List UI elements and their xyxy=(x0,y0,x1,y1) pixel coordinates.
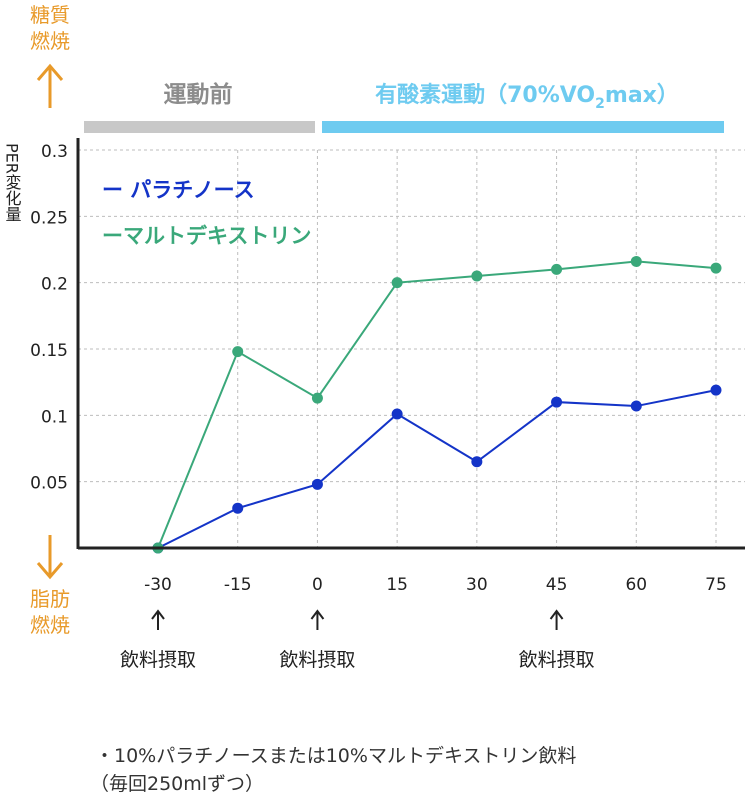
data-point xyxy=(391,277,403,289)
footnote-line-1: ・10%パラチノースまたは10%マルトデキストリン飲料 xyxy=(95,745,577,767)
intake-marker: 飲料摂取 xyxy=(279,609,355,671)
x-tick-label: 75 xyxy=(705,575,727,595)
data-point xyxy=(710,384,722,396)
data-point xyxy=(471,456,483,468)
y-tick-label: 0.25 xyxy=(30,208,68,228)
up-arrow-icon xyxy=(36,63,64,108)
axes xyxy=(76,138,745,550)
intake-arrow-head xyxy=(549,609,564,620)
data-point xyxy=(710,262,722,274)
y-tick-label: 0.15 xyxy=(30,341,68,361)
intake-marker: 飲料摂取 xyxy=(120,609,196,671)
intake-label: 飲料摂取 xyxy=(519,649,595,671)
pre-exercise-label: 運動前 xyxy=(164,81,233,108)
y-tick-label: 0.05 xyxy=(30,474,68,494)
x-tick-labels: -30 -15 0 15 30 45 60 75 xyxy=(144,575,727,595)
intake-label: 飲料摂取 xyxy=(120,649,196,671)
fat-burn-label-line2: 燃焼 xyxy=(30,613,70,637)
intake-markers: 飲料摂取 飲料摂取 飲料摂取 xyxy=(120,609,595,671)
legend-item-maltodextrin: ーマルトデキストリン xyxy=(102,224,311,248)
x-tick-label: 60 xyxy=(625,575,647,595)
y-tick-label: 0.1 xyxy=(41,407,68,427)
series-lines xyxy=(157,260,717,549)
x-tick-label: 30 xyxy=(466,575,488,595)
data-point xyxy=(311,392,323,404)
y-tick-label: 0.2 xyxy=(41,275,68,295)
intake-label: 飲料摂取 xyxy=(279,649,355,671)
data-point xyxy=(630,400,642,412)
y-tick-label: 0.3 xyxy=(41,142,68,162)
data-point xyxy=(471,270,483,282)
data-point xyxy=(551,263,563,275)
legend-item-palatinose: ー パラチノース xyxy=(102,178,255,202)
carb-burn-label-line2: 燃焼 xyxy=(30,29,70,53)
x-tick-label: 15 xyxy=(386,575,408,595)
y-tick-labels: 0.05 0.1 0.15 0.2 0.25 0.3 xyxy=(30,142,68,494)
fat-burn-label-line1: 脂肪 xyxy=(30,587,70,611)
grid xyxy=(78,149,745,548)
x-tick-label: -15 xyxy=(224,575,252,595)
y-axis-label: PER変化量 xyxy=(3,143,22,222)
data-point xyxy=(311,478,323,490)
intake-marker: 飲料摂取 xyxy=(519,609,595,671)
footnote-line-2: （毎回250mlずつ） xyxy=(90,773,265,795)
data-point xyxy=(232,346,244,358)
series-line-maltodextrin xyxy=(157,260,717,549)
data-point xyxy=(391,408,403,420)
x-tick-label: 0 xyxy=(312,575,323,595)
pre-exercise-bar xyxy=(84,121,315,133)
data-point xyxy=(551,396,563,408)
intake-arrow-head xyxy=(151,609,165,620)
data-point xyxy=(232,502,244,514)
data-point xyxy=(630,255,642,267)
exercise-phase-bar xyxy=(322,121,724,133)
x-tick-label: -30 xyxy=(144,575,172,595)
intake-arrow-head xyxy=(310,609,325,620)
series-line-palatinose xyxy=(157,389,717,549)
down-arrow-icon xyxy=(36,535,64,580)
carb-burn-label-line1: 糖質 xyxy=(30,3,70,27)
exercise-phase-label: 有酸素運動（70%VO2max） xyxy=(375,82,679,112)
x-tick-label: 45 xyxy=(546,575,568,595)
